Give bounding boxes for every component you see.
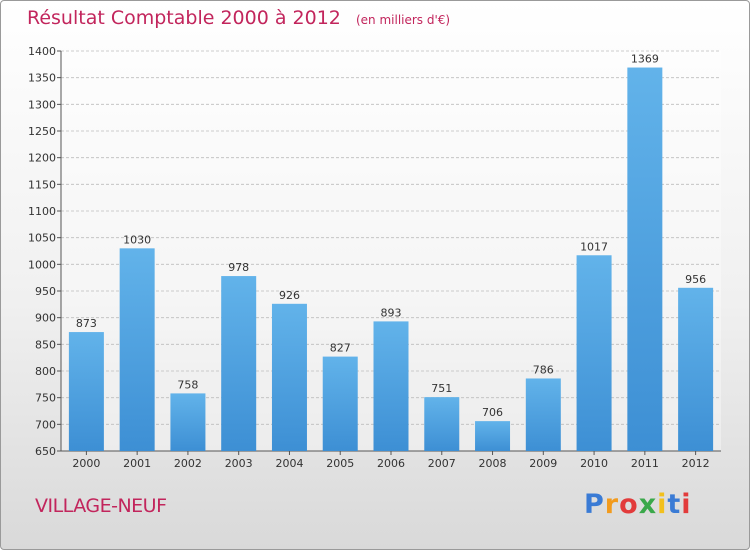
y-tick-label: 1300 <box>28 98 56 111</box>
value-label: 827 <box>330 342 351 355</box>
value-label: 751 <box>431 382 452 395</box>
value-label: 758 <box>177 378 198 391</box>
x-tick-label: 2005 <box>326 457 354 470</box>
bar <box>119 248 155 451</box>
y-tick-label: 1400 <box>28 45 56 58</box>
value-label: 956 <box>685 273 706 286</box>
y-tick-label: 750 <box>35 392 56 405</box>
y-tick-label: 800 <box>35 365 56 378</box>
proxiti-logo: Proxiti <box>584 489 692 520</box>
x-tick-label: 2010 <box>580 457 608 470</box>
y-tick-label: 1350 <box>28 72 56 85</box>
logo-letter: x <box>638 489 658 520</box>
value-label: 786 <box>533 363 554 376</box>
x-tick-label: 2011 <box>631 457 659 470</box>
value-label: 1030 <box>123 233 151 246</box>
y-tick-label: 650 <box>35 445 56 458</box>
value-label: 1369 <box>631 53 659 66</box>
x-tick-label: 2009 <box>529 457 557 470</box>
x-tick-label: 2000 <box>72 457 100 470</box>
y-tick-label: 1050 <box>28 232 56 245</box>
value-label: 893 <box>381 306 402 319</box>
logo-letter: t <box>667 489 682 520</box>
y-tick-label: 1000 <box>28 258 56 271</box>
value-label: 1017 <box>580 240 608 253</box>
x-tick-label: 2001 <box>123 457 151 470</box>
bar <box>475 421 511 451</box>
y-tick-label: 1100 <box>28 205 56 218</box>
y-tick-label: 950 <box>35 285 56 298</box>
bar <box>576 255 612 451</box>
bar <box>221 276 257 451</box>
logo-letter: r <box>604 489 620 520</box>
bar <box>525 378 561 451</box>
x-tick-label: 2008 <box>479 457 507 470</box>
value-label: 873 <box>76 317 97 330</box>
y-tick-label: 700 <box>35 418 56 431</box>
bar <box>271 303 307 451</box>
bar <box>68 332 104 451</box>
x-tick-label: 2003 <box>225 457 253 470</box>
bar <box>424 397 460 451</box>
x-tick-label: 2006 <box>377 457 405 470</box>
bar <box>322 356 358 451</box>
value-label: 978 <box>228 261 249 274</box>
logo-letter: P <box>584 489 605 520</box>
y-tick-label: 1250 <box>28 125 56 138</box>
logo-letter: i <box>657 489 668 520</box>
chart-title: Résultat Comptable 2000 à 2012 <box>27 7 341 29</box>
bar <box>678 287 714 451</box>
x-tick-label: 2004 <box>275 457 303 470</box>
y-tick-label: 1200 <box>28 152 56 165</box>
x-tick-label: 2002 <box>174 457 202 470</box>
y-tick-label: 1150 <box>28 178 56 191</box>
bar <box>170 393 206 451</box>
bar <box>627 67 663 452</box>
y-tick-label: 850 <box>35 338 56 351</box>
x-tick-label: 2007 <box>428 457 456 470</box>
commune-name: VILLAGE-NEUF <box>35 495 167 517</box>
logo-letter: o <box>619 489 639 520</box>
value-label: 926 <box>279 289 300 302</box>
chart-subtitle: (en milliers d'€) <box>355 13 451 27</box>
title-row: Résultat Comptable 2000 à 2012 (en milli… <box>27 7 450 29</box>
x-tick-label: 2012 <box>682 457 710 470</box>
logo-letter: i <box>681 489 692 520</box>
y-tick-label: 900 <box>35 312 56 325</box>
value-label: 706 <box>482 406 503 419</box>
bar <box>373 321 409 451</box>
